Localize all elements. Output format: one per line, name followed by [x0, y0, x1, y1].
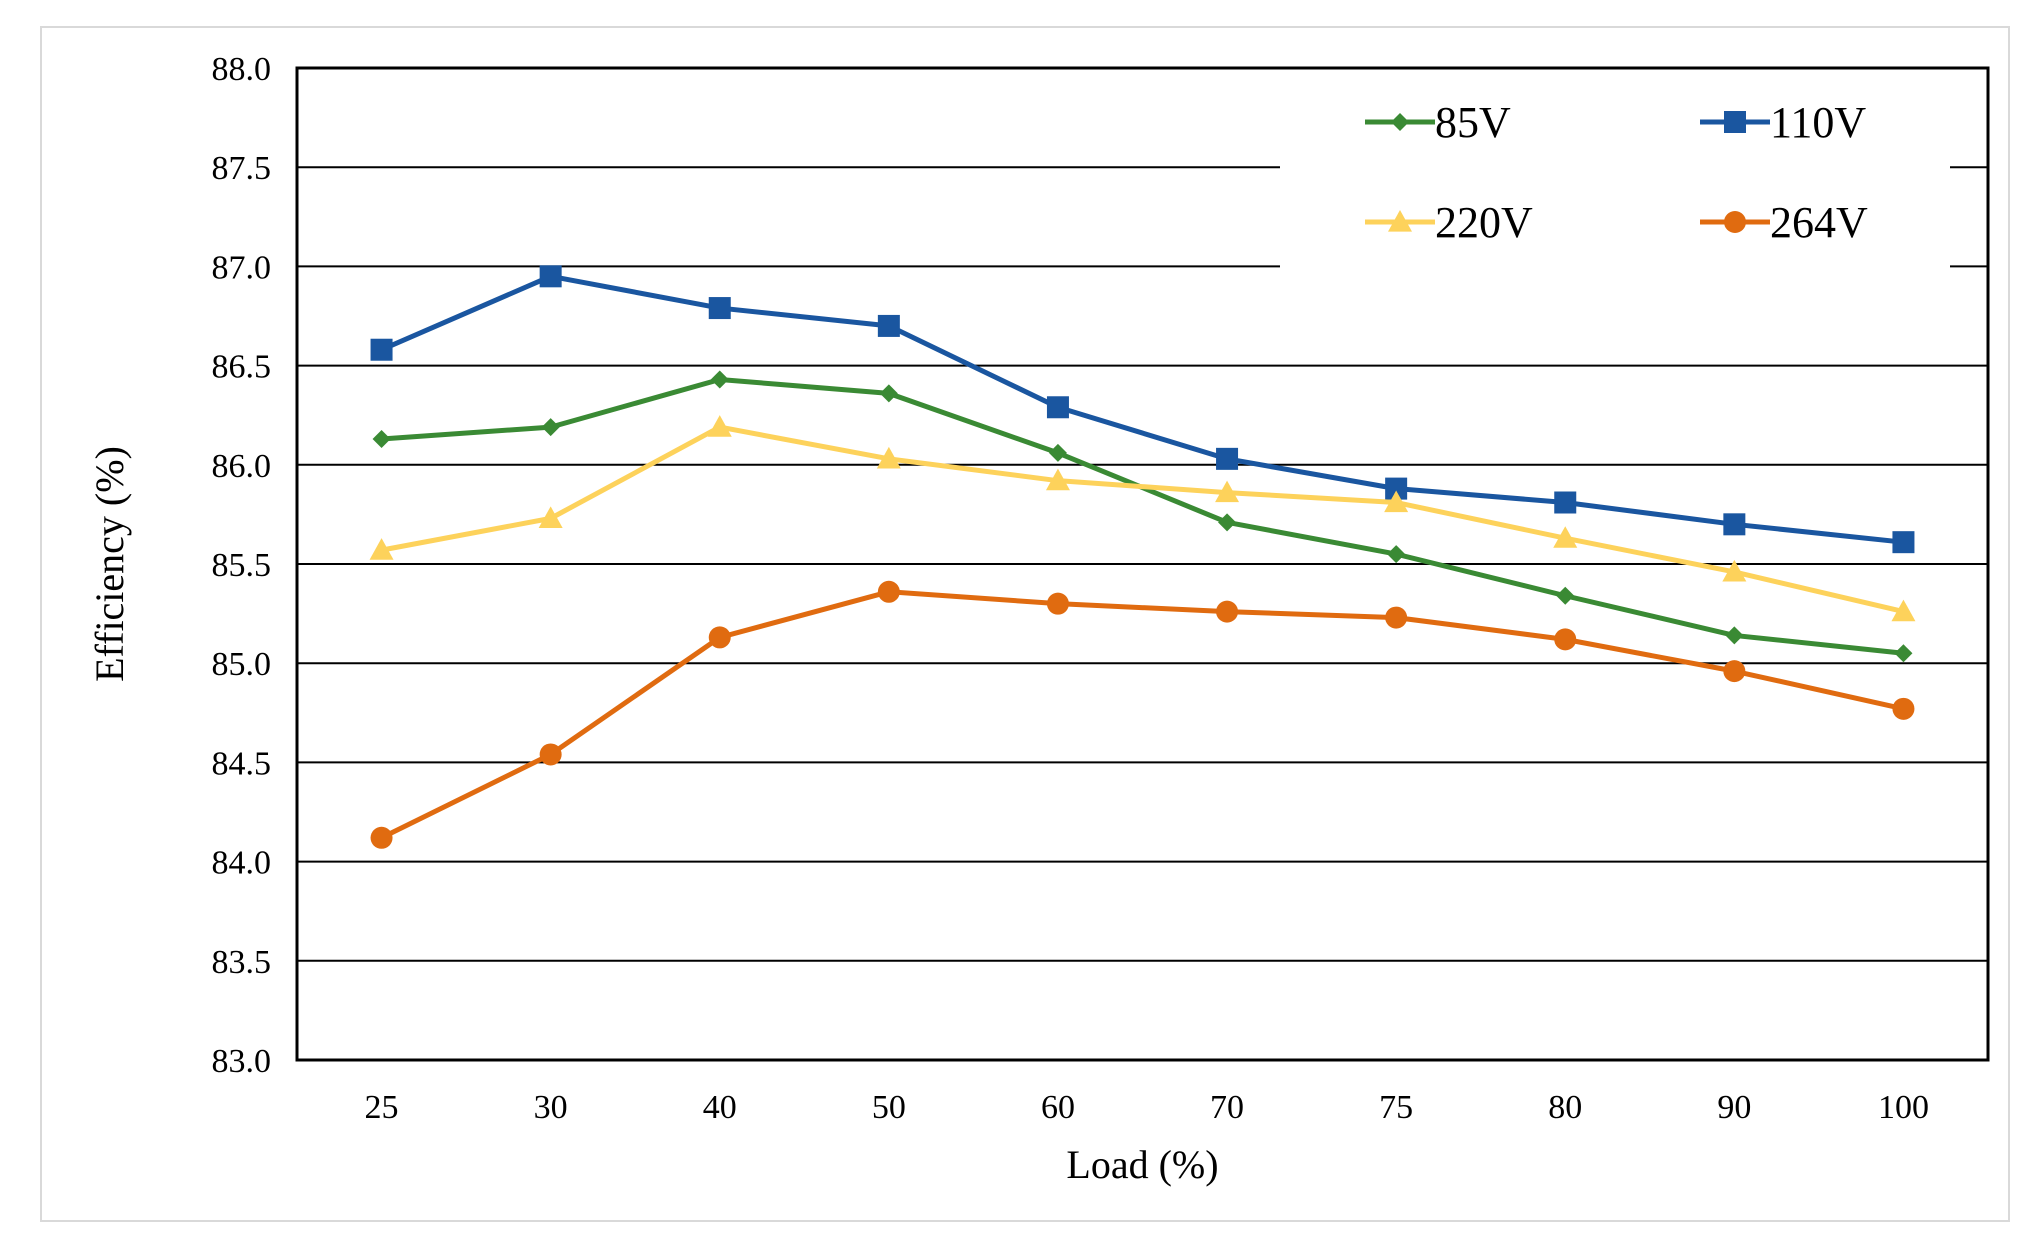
data-point	[539, 743, 562, 766]
legend-item-85v: 85V	[1365, 98, 1511, 147]
y-tick-label: 84.5	[212, 745, 272, 782]
x-tick-label: 60	[1041, 1089, 1075, 1126]
x-tick-label: 50	[872, 1089, 906, 1126]
legend-marker	[1391, 113, 1409, 131]
data-point	[1891, 599, 1916, 622]
data-point	[710, 370, 729, 389]
series-264v	[370, 580, 1915, 849]
x-axis-title: Load (%)	[1066, 1142, 1218, 1187]
x-tick-label: 90	[1717, 1089, 1751, 1126]
y-tick-label: 85.0	[212, 646, 272, 683]
legend-marker	[1724, 211, 1746, 233]
y-tick-label: 86.0	[212, 448, 272, 485]
y-tick-label: 87.5	[212, 150, 272, 187]
legend-marker	[1388, 210, 1412, 232]
data-point	[1554, 628, 1577, 651]
data-point	[1723, 660, 1746, 683]
legend-marker	[1724, 111, 1746, 133]
legend-label: 85V	[1435, 98, 1511, 147]
data-point	[1892, 531, 1915, 554]
data-point	[541, 418, 560, 437]
data-point	[1723, 513, 1746, 536]
data-point	[370, 338, 393, 361]
series-lines	[369, 265, 1916, 849]
data-point	[1046, 592, 1069, 615]
data-point	[1556, 586, 1575, 605]
data-point	[1725, 626, 1744, 645]
data-point	[1216, 447, 1239, 470]
data-point	[1722, 559, 1747, 582]
legend-item-264v: 264V	[1700, 198, 1868, 247]
data-point	[1384, 490, 1409, 513]
data-point	[877, 580, 900, 603]
y-axis-title: Efficiency (%)	[87, 446, 132, 682]
x-tick-labels: 25 30 40 50 60 70 75 80 90 100	[365, 1089, 1929, 1126]
legend-background	[1280, 72, 1950, 272]
legend-item-220v: 220V	[1365, 198, 1533, 247]
data-point	[1215, 480, 1240, 503]
series-line	[380, 273, 1904, 545]
x-tick-label: 80	[1548, 1089, 1582, 1126]
legend-label: 220V	[1435, 198, 1533, 247]
data-point	[1387, 545, 1406, 564]
x-tick-label: 30	[534, 1089, 568, 1126]
y-tick-label: 83.0	[212, 1043, 272, 1080]
data-point	[877, 314, 900, 337]
x-tick-label: 40	[703, 1089, 737, 1126]
data-point	[1892, 697, 1915, 720]
series-line	[381, 424, 1905, 615]
legend: 85V 110V 220V 264V	[1280, 72, 1950, 272]
data-point	[370, 826, 393, 849]
series-line	[380, 589, 1904, 841]
data-point	[1385, 606, 1408, 629]
data-point	[372, 430, 391, 449]
y-tick-label: 85.5	[212, 547, 272, 584]
plot-area-border	[295, 66, 1990, 1062]
legend-label: 110V	[1770, 98, 1866, 147]
y-tick-labels: 83.0 83.5 84.0 84.5 85.0 85.5 86.0 86.5 87.0 87.5…	[212, 51, 272, 1080]
data-point	[538, 506, 563, 528]
data-point	[1216, 600, 1239, 623]
x-tick-label: 75	[1379, 1089, 1413, 1126]
y-tick-label: 84.0	[212, 845, 272, 882]
series-110v	[370, 265, 1915, 554]
data-point	[369, 538, 394, 560]
data-point	[539, 265, 562, 288]
legend-item-110v: 110V	[1700, 98, 1866, 147]
data-point	[1553, 526, 1578, 548]
data-point	[1218, 513, 1237, 532]
x-tick-label: 25	[365, 1089, 399, 1126]
x-tick-label: 100	[1878, 1089, 1929, 1126]
y-tick-label: 86.5	[212, 349, 272, 386]
data-point	[1894, 644, 1913, 663]
data-point	[1045, 468, 1070, 491]
data-point	[708, 297, 731, 320]
data-point	[1385, 477, 1408, 500]
data-point	[708, 626, 731, 649]
y-tick-label: 87.0	[212, 249, 272, 286]
data-point	[876, 446, 901, 469]
y-tick-label: 88.0	[212, 51, 272, 88]
y-tick-label: 83.5	[212, 944, 272, 981]
legend-label: 264V	[1770, 198, 1868, 247]
data-point	[1048, 443, 1067, 462]
series-220v	[369, 415, 1916, 622]
data-point	[1046, 396, 1069, 419]
data-point	[879, 384, 898, 403]
data-point	[1554, 491, 1577, 514]
data-point	[707, 415, 732, 437]
x-tick-label: 70	[1210, 1089, 1244, 1126]
